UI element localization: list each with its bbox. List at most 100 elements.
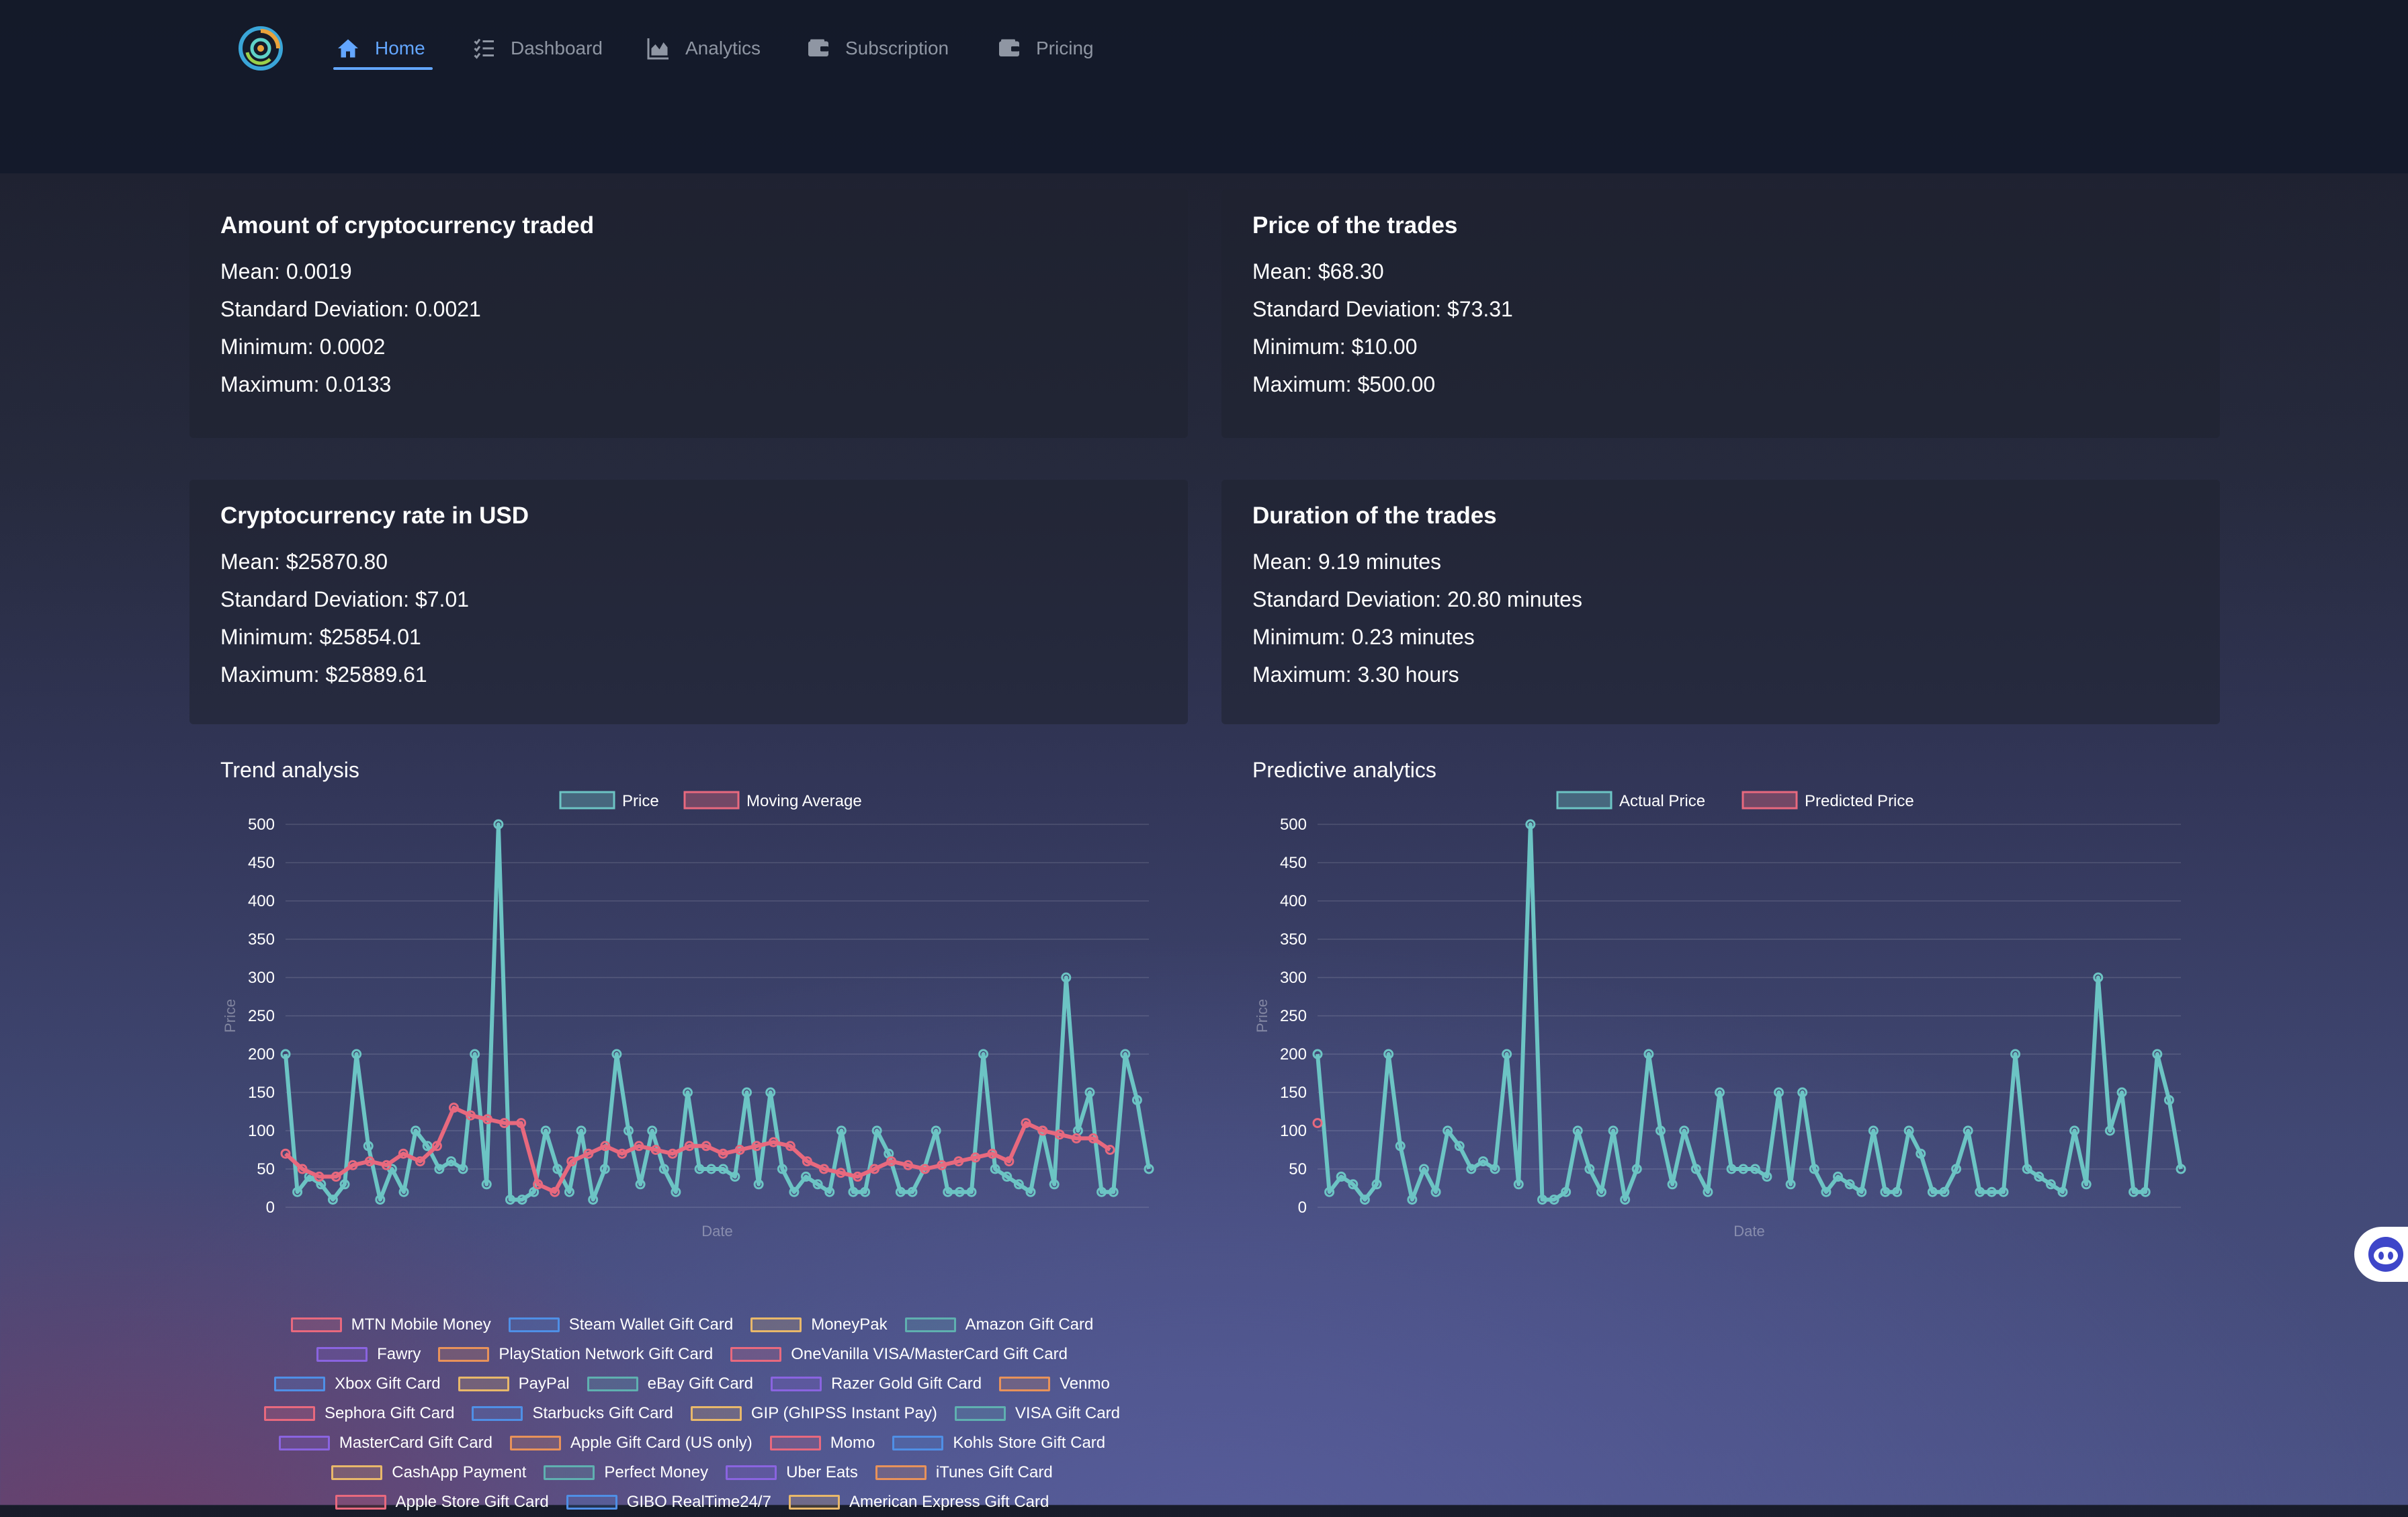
- nav-dashboard[interactable]: Dashboard: [472, 32, 603, 64]
- nav-home[interactable]: Home: [336, 32, 425, 64]
- series-line: [284, 822, 1151, 1202]
- payment-legend-item[interactable]: Kohls Store Gift Card: [892, 1434, 1105, 1453]
- data-point: [1454, 1141, 1465, 1152]
- payment-legend-item[interactable]: Starbucks Gift Card: [472, 1404, 673, 1423]
- data-point: [635, 1179, 646, 1190]
- payment-legend-label: Sephora Gift Card: [325, 1404, 455, 1422]
- legend-row: MTN Mobile Money Steam Wallet Gift Card Mo…: [222, 1310, 1162, 1340]
- payment-legend-item[interactable]: OneVanilla VISA/MasterCard Gift Card: [730, 1345, 1068, 1364]
- stat-mean: Mean: 0.0019: [220, 259, 352, 284]
- payment-legend-item[interactable]: Venmo: [999, 1375, 1110, 1393]
- payment-legend-item[interactable]: MTN Mobile Money: [290, 1315, 491, 1334]
- payment-legend-item[interactable]: Sephora Gift Card: [264, 1404, 454, 1423]
- card-title: Price of the trades: [1252, 212, 1458, 239]
- nav-active-indicator: [333, 67, 433, 70]
- payment-legend-item[interactable]: Steam Wallet Gift Card: [508, 1315, 733, 1334]
- data-point: [431, 1141, 442, 1152]
- legend-swatch: [508, 1317, 560, 1332]
- y-tick-label: 0: [266, 1199, 275, 1217]
- data-point: [623, 1125, 634, 1136]
- payment-legend-item[interactable]: GIBO RealTime24/7: [566, 1493, 771, 1512]
- data-point: [1703, 1186, 1713, 1197]
- card-title: Duration of the trades: [1252, 503, 1497, 529]
- legend-swatch: [544, 1465, 595, 1480]
- y-tick-label: 100: [1280, 1122, 1307, 1140]
- stat-std: Standard Deviation: 20.80 minutes: [1252, 587, 1582, 611]
- payment-legend-item[interactable]: PayPal: [458, 1375, 570, 1393]
- legend-swatch: [438, 1347, 490, 1362]
- payment-legend-item[interactable]: GIP (GhIPSS Instant Pay): [690, 1404, 937, 1423]
- data-point: [2104, 1125, 2115, 1136]
- predictive-analytics-chart[interactable]: 0 50 100 150 200 250 300 350 400 450 500 Price Date A…: [1247, 783, 2201, 1246]
- data-point: [1324, 1186, 1335, 1197]
- data-point: [339, 1179, 350, 1190]
- payment-legend-item[interactable]: Xbox Gift Card: [274, 1375, 441, 1393]
- chat-assistant-button[interactable]: [2354, 1227, 2408, 1282]
- data-point: [588, 1195, 599, 1205]
- payment-legend-item[interactable]: MoneyPak: [750, 1315, 888, 1334]
- data-point: [920, 1164, 931, 1174]
- payment-legend-item[interactable]: Perfect Money: [544, 1463, 708, 1482]
- data-point: [953, 1156, 964, 1167]
- data-point: [297, 1164, 308, 1174]
- data-point: [1054, 1129, 1065, 1140]
- data-point: [768, 1137, 779, 1147]
- payment-legend-item[interactable]: PlayStation Network Gift Card: [438, 1345, 713, 1364]
- data-point: [869, 1164, 880, 1174]
- data-point: [1892, 1186, 1903, 1197]
- data-point: [1608, 1125, 1619, 1136]
- payment-legend-label: CashApp Payment: [392, 1463, 527, 1481]
- data-point: [1312, 1049, 1323, 1059]
- y-axis-label: Price: [222, 999, 239, 1033]
- payment-legend-item[interactable]: Apple Gift Card (US only): [509, 1434, 752, 1453]
- trend-analysis-chart[interactable]: 0 50 100 150 200 250 300 350 400 450 500 Price Date P…: [215, 783, 1169, 1246]
- legend-swatch: [750, 1317, 802, 1332]
- data-point: [1903, 1125, 1914, 1136]
- data-point: [1407, 1195, 1418, 1205]
- y-tick-label: 50: [257, 1160, 275, 1178]
- data-point: [351, 1049, 362, 1059]
- payment-legend-item[interactable]: CashApp Payment: [331, 1463, 526, 1482]
- y-tick-label: 450: [1280, 854, 1307, 872]
- data-point: [398, 1186, 409, 1197]
- payment-legend-label: Xbox Gift Card: [335, 1375, 441, 1393]
- payment-legend-item[interactable]: MasterCard Gift Card: [278, 1434, 492, 1453]
- payment-legend-item[interactable]: Amazon Gift Card: [904, 1315, 1093, 1334]
- nav-analytics[interactable]: Analytics: [646, 32, 761, 64]
- app-logo-icon[interactable]: [236, 24, 285, 73]
- stat-mean: Mean: 9.19 minutes: [1252, 550, 1442, 574]
- payment-legend-item[interactable]: Uber Eats: [726, 1463, 858, 1482]
- payment-legend-item[interactable]: Momo: [769, 1434, 875, 1453]
- payment-legend-item[interactable]: Apple Store Gift Card: [335, 1493, 549, 1512]
- data-point: [398, 1148, 408, 1159]
- payment-legend-item[interactable]: eBay Gift Card: [587, 1375, 753, 1393]
- payment-legend-item[interactable]: iTunes Gift Card: [875, 1463, 1053, 1482]
- data-point: [684, 1141, 695, 1152]
- nav-subscription[interactable]: Subscription: [806, 32, 949, 64]
- data-point: [1868, 1125, 1879, 1136]
- payment-legend-item[interactable]: American Express Gift Card: [788, 1493, 1049, 1512]
- data-point: [1336, 1171, 1346, 1182]
- data-point: [1643, 1049, 1654, 1059]
- data-point: [718, 1164, 728, 1174]
- data-point: [2045, 1179, 2056, 1190]
- payment-legend-item[interactable]: VISA Gift Card: [954, 1404, 1120, 1423]
- data-point: [801, 1171, 812, 1182]
- data-point: [1939, 1186, 1950, 1197]
- nav-pricing[interactable]: Pricing: [997, 32, 1094, 64]
- data-point: [415, 1156, 425, 1167]
- data-point: [617, 1148, 628, 1159]
- data-point: [1631, 1164, 1642, 1174]
- home-icon: [338, 39, 358, 58]
- y-tick-label: 500: [1280, 816, 1307, 834]
- payment-legend-item[interactable]: Razer Gold Gift Card: [771, 1375, 982, 1393]
- payment-legend-label: PayPal: [518, 1375, 570, 1393]
- data-point: [470, 1049, 480, 1059]
- data-point: [314, 1171, 325, 1182]
- data-point: [1714, 1087, 1725, 1098]
- data-point: [903, 1160, 914, 1170]
- y-tick-label: 450: [248, 854, 275, 872]
- legend-swatch: [769, 1436, 821, 1450]
- y-tick-label: 300: [248, 969, 275, 987]
- payment-legend-item[interactable]: Fawry: [316, 1345, 421, 1364]
